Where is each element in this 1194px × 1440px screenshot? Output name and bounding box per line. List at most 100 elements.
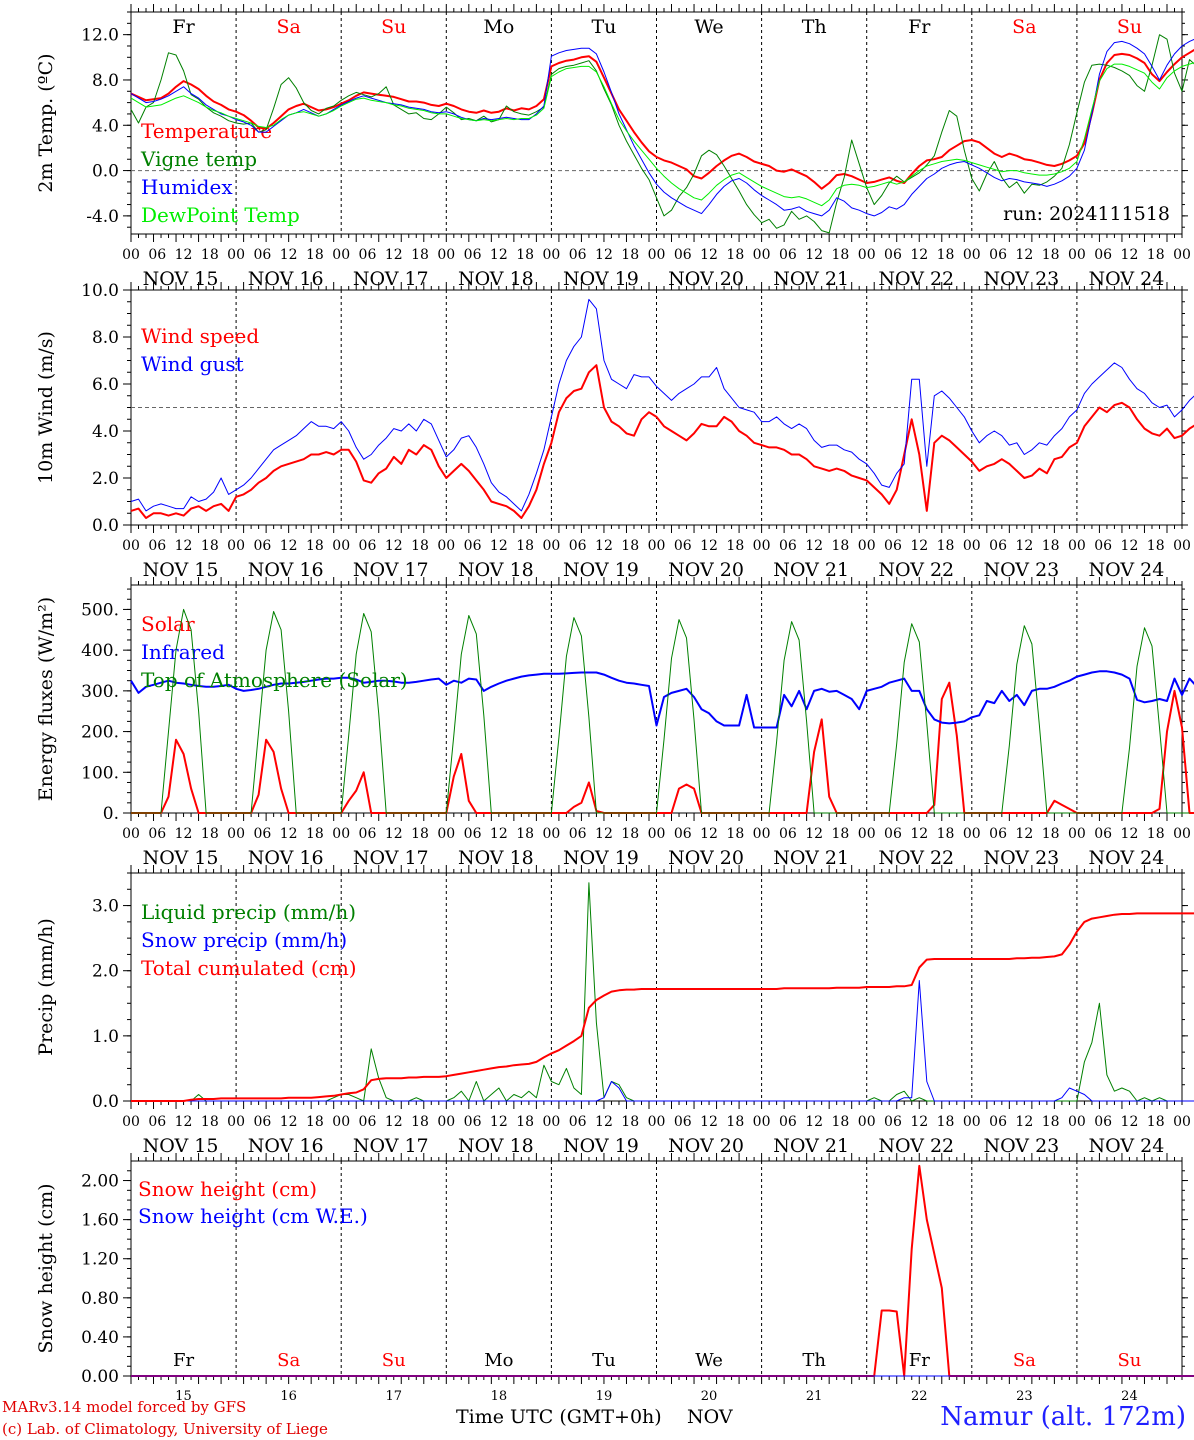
y-tick-label: 8.0 bbox=[92, 328, 119, 348]
hour-tick-label: 12 bbox=[280, 1114, 298, 1130]
model-credit: MARv3.14 model forced by GFS bbox=[2, 1398, 247, 1416]
date-label: NOV 24 bbox=[1089, 847, 1165, 869]
date-label: NOV 23 bbox=[983, 268, 1059, 290]
hour-tick-label: 06 bbox=[779, 1114, 797, 1130]
date-label: NOV 24 bbox=[1089, 559, 1165, 581]
y-tick-label: 300. bbox=[81, 682, 119, 702]
hour-tick-label: 06 bbox=[884, 826, 902, 842]
y-axis-label: 10m Wind (m/s) bbox=[35, 331, 57, 484]
run-annotation: run: 2024111518 bbox=[1003, 203, 1170, 225]
day-number: 18 bbox=[491, 1389, 508, 1404]
hour-tick-label: 12 bbox=[490, 1114, 508, 1130]
day-name: Sa bbox=[276, 16, 300, 38]
hour-tick-label: 18 bbox=[306, 247, 324, 263]
hour-tick-label: 00 bbox=[963, 826, 981, 842]
date-label: NOV 17 bbox=[353, 1135, 429, 1157]
hour-tick-label: 00 bbox=[753, 1114, 771, 1130]
y-tick-label: -4.0 bbox=[86, 207, 119, 227]
hour-tick-label: 06 bbox=[989, 538, 1007, 554]
day-name: Su bbox=[1117, 16, 1142, 38]
legend-entry: Snow height (cm) bbox=[138, 1177, 317, 1201]
hour-tick-label: 18 bbox=[306, 538, 324, 554]
hour-tick-label: 00 bbox=[753, 247, 771, 263]
date-label: NOV 18 bbox=[458, 847, 534, 869]
hour-tick-label: 06 bbox=[359, 826, 377, 842]
hour-tick-label: 00 bbox=[858, 538, 876, 554]
hour-tick-label: 00 bbox=[1068, 1114, 1086, 1130]
hour-tick-label: 06 bbox=[989, 247, 1007, 263]
hour-tick-label: 06 bbox=[569, 538, 587, 554]
date-label: NOV 22 bbox=[878, 1135, 954, 1157]
y-tick-label: 3.0 bbox=[92, 897, 119, 917]
hour-tick-label: 00 bbox=[648, 538, 666, 554]
y-tick-label: 2.00 bbox=[81, 1172, 119, 1192]
day-number: 17 bbox=[385, 1389, 402, 1404]
hour-tick-label: 06 bbox=[1094, 247, 1112, 263]
y-tick-label: 4.0 bbox=[92, 116, 119, 136]
hour-tick-label: 18 bbox=[1147, 826, 1165, 842]
hour-tick-label: 12 bbox=[385, 538, 403, 554]
hour-tick-label: 00 bbox=[542, 538, 560, 554]
date-label: NOV 24 bbox=[1089, 1135, 1165, 1157]
date-label: NOV 17 bbox=[353, 559, 429, 581]
hour-tick-label: 12 bbox=[595, 247, 613, 263]
series-line-2 bbox=[131, 980, 1194, 1102]
day-number: 22 bbox=[911, 1389, 928, 1404]
day-name: Sa bbox=[1013, 1350, 1036, 1371]
hour-tick-label: 06 bbox=[148, 538, 166, 554]
date-label: NOV 19 bbox=[563, 559, 639, 581]
date-label: NOV 19 bbox=[563, 1135, 639, 1157]
legend-entry: Solar bbox=[141, 612, 195, 636]
hour-tick-label: 12 bbox=[385, 247, 403, 263]
panel-1: 12.0 8.0 4.0 0.0 -4.0 2m Temp. (ºC) 00 06 12 18 NO… bbox=[35, 4, 1194, 290]
hour-tick-label: 00 bbox=[1173, 538, 1191, 554]
hour-tick-label: 06 bbox=[779, 247, 797, 263]
hour-tick-label: 00 bbox=[542, 1114, 560, 1130]
day-name: We bbox=[695, 1350, 723, 1371]
hour-tick-label: 00 bbox=[332, 538, 350, 554]
day-number: 21 bbox=[806, 1389, 823, 1404]
hour-tick-label: 12 bbox=[805, 538, 823, 554]
day-number: 24 bbox=[1121, 1389, 1138, 1404]
date-label: NOV 15 bbox=[143, 268, 219, 290]
y-tick-label: 8.0 bbox=[92, 71, 119, 91]
hour-tick-label: 12 bbox=[700, 538, 718, 554]
hour-tick-label: 18 bbox=[516, 1114, 534, 1130]
date-label: NOV 15 bbox=[143, 1135, 219, 1157]
hour-tick-label: 12 bbox=[490, 826, 508, 842]
legend-entry: Snow precip (mm/h) bbox=[141, 928, 347, 952]
hour-tick-label: 00 bbox=[332, 247, 350, 263]
hour-tick-label: 12 bbox=[1015, 826, 1033, 842]
y-tick-label: 12.0 bbox=[81, 26, 119, 46]
hour-tick-label: 12 bbox=[385, 1114, 403, 1130]
hour-tick-label: 18 bbox=[726, 538, 744, 554]
hour-tick-label: 06 bbox=[464, 538, 482, 554]
hour-tick-label: 00 bbox=[1068, 826, 1086, 842]
hour-tick-label: 18 bbox=[726, 1114, 744, 1130]
series-line-2 bbox=[130, 34, 1194, 234]
series-line-1 bbox=[130, 364, 1194, 519]
date-label: NOV 18 bbox=[458, 1135, 534, 1157]
hour-tick-label: 18 bbox=[1042, 538, 1060, 554]
hour-tick-label: 12 bbox=[910, 826, 928, 842]
hour-tick-label: 06 bbox=[148, 826, 166, 842]
hour-tick-label: 00 bbox=[1068, 538, 1086, 554]
station-title: Namur (alt. 172m) bbox=[940, 1402, 1186, 1432]
y-tick-label: 2.0 bbox=[92, 469, 119, 489]
hour-tick-label: 06 bbox=[1094, 826, 1112, 842]
hour-tick-label: 18 bbox=[516, 247, 534, 263]
hour-tick-label: 00 bbox=[227, 1114, 245, 1130]
y-tick-label: 200. bbox=[81, 723, 119, 743]
hour-tick-label: 12 bbox=[1121, 826, 1139, 842]
hour-tick-label: 00 bbox=[648, 247, 666, 263]
hour-tick-label: 12 bbox=[700, 1114, 718, 1130]
hour-tick-label: 18 bbox=[726, 247, 744, 263]
hour-tick-label: 00 bbox=[122, 247, 140, 263]
date-label: NOV 17 bbox=[353, 268, 429, 290]
hour-tick-label: 18 bbox=[201, 538, 219, 554]
hour-tick-label: 06 bbox=[253, 538, 271, 554]
hour-tick-label: 12 bbox=[700, 826, 718, 842]
hour-tick-label: 18 bbox=[201, 826, 219, 842]
date-label: NOV 18 bbox=[458, 559, 534, 581]
